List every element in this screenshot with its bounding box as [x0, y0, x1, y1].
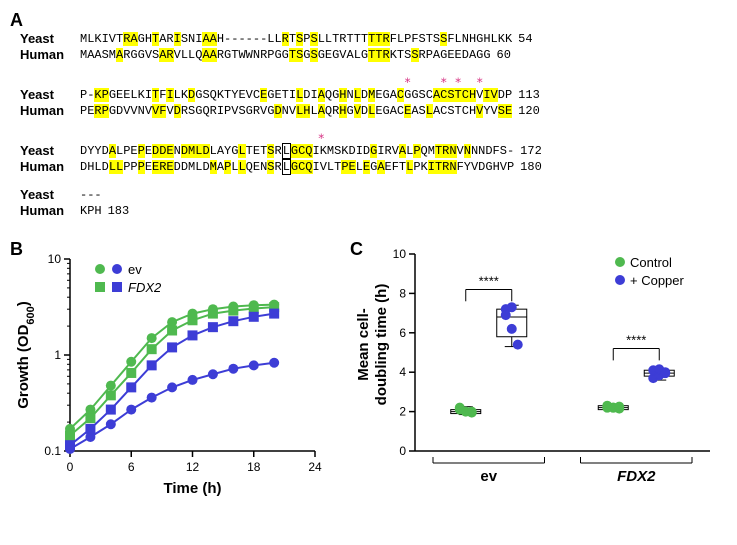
svg-text:6: 6 — [399, 326, 406, 340]
alignment-species-label: Human — [20, 159, 80, 175]
asterisk-markers: ∗ — [80, 131, 727, 143]
alignment-position: 183 — [108, 203, 130, 219]
alignment-position: 172 — [520, 143, 542, 159]
alignment-position: 180 — [520, 159, 542, 175]
alignment-sequence: MLKIVTRAGHTARISNIAAH------LLRTSPSLLTRTTT… — [80, 31, 512, 47]
svg-text:Mean cell-: Mean cell- — [355, 308, 372, 381]
svg-text:0.1: 0.1 — [44, 444, 61, 458]
alignment-species-label: Human — [20, 47, 80, 63]
svg-text:0: 0 — [399, 444, 406, 458]
svg-text:18: 18 — [247, 460, 261, 474]
asterisk-markers: ∗ ∗ ∗ ∗ — [80, 75, 727, 87]
alignment-species-label: Yeast — [20, 31, 80, 47]
alignment-species-label: Yeast — [20, 187, 80, 203]
alignment-species-label: Human — [20, 203, 80, 219]
doubling-time-chart: 0 2 4 6 8 10 Mean cell-doubling time (h) ev FDX2… — [350, 239, 720, 499]
svg-text:FDX2: FDX2 — [617, 468, 656, 485]
alignment-position: 60 — [497, 47, 511, 63]
alignment-species-label: Human — [20, 103, 80, 119]
svg-text:Control: Control — [630, 255, 672, 270]
svg-text:****: **** — [479, 273, 499, 288]
svg-text:ev: ev — [128, 262, 142, 277]
alignment-sequence: KPH — [80, 203, 102, 219]
panel-a-label: A — [10, 10, 727, 31]
alignment-position: 54 — [518, 31, 532, 47]
svg-text:2: 2 — [399, 405, 406, 419]
growth-chart: 0.1 1 10 0 6 12 18 24 Time (h) Growth (OD600) ev FD… — [10, 239, 330, 499]
alignment-sequence: P-KPGEELKITFILKDGSQKTYEVCEGETILDIAQGHNLD… — [80, 87, 512, 103]
svg-text:Growth (OD600): Growth (OD600) — [15, 301, 37, 409]
alignment-position: 113 — [518, 87, 540, 103]
svg-text:6: 6 — [128, 460, 135, 474]
alignment-sequence: DHLDLLPPPEEREDDMLDMAPLLQENSRLGCQIVLTPELE… — [80, 159, 514, 175]
svg-text:0: 0 — [67, 460, 74, 474]
panel-c: C 0 2 4 6 8 10 Mean cell-doubling time (h) ev FD… — [350, 239, 720, 504]
alignment-species-label: Yeast — [20, 143, 80, 159]
svg-text:8: 8 — [399, 286, 406, 300]
svg-text:doubling time (h): doubling time (h) — [373, 284, 390, 406]
svg-text:10: 10 — [48, 252, 62, 266]
panel-b: B 0.1 1 10 0 6 12 18 24 Time (h) Growth (OD600) ev… — [10, 239, 330, 504]
svg-text:+ Copper: + Copper — [630, 273, 685, 288]
alignment-sequence: PERPGDVVNVVFVDRSGQRIPVSGRVGDNVLHLAQRHGVD… — [80, 103, 512, 119]
alignment-sequence: MAASMARGGVSARVLLQAARGTWWNRPGGTSGSGEGVALG… — [80, 47, 491, 63]
svg-text:12: 12 — [186, 460, 200, 474]
svg-text:Time (h): Time (h) — [163, 480, 221, 497]
svg-text:10: 10 — [393, 247, 407, 261]
alignment-species-label: Yeast — [20, 87, 80, 103]
panel-c-label: C — [350, 239, 363, 260]
panel-a: A YeastMLKIVTRAGHTARISNIAAH------LLRTSPS… — [10, 10, 727, 219]
alignment-sequence: DYYDALPEPEDDENDMLDLAYGLTETSRLGCQIKMSKDID… — [80, 143, 514, 159]
svg-text:4: 4 — [399, 365, 406, 379]
alignment-position: 120 — [518, 103, 540, 119]
alignment-sequence: --- — [80, 187, 102, 203]
svg-text:ev: ev — [480, 468, 497, 485]
svg-text:1: 1 — [54, 348, 61, 362]
svg-text:24: 24 — [308, 460, 322, 474]
panel-b-label: B — [10, 239, 23, 260]
svg-text:****: **** — [626, 333, 646, 348]
sequence-alignment: YeastMLKIVTRAGHTARISNIAAH------LLRTSPSLL… — [20, 31, 727, 219]
svg-text:FDX2: FDX2 — [128, 280, 162, 295]
